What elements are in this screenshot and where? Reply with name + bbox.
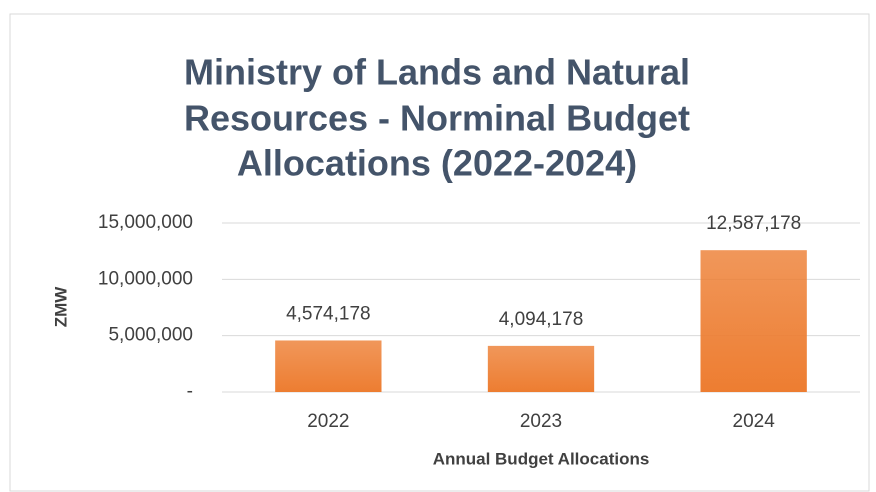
bar xyxy=(487,345,595,392)
chart-title: Allocations (2022-2024) xyxy=(237,143,637,184)
chart-title: Resources - Norminal Budget xyxy=(184,98,690,139)
y-tick-label: 15,000,000 xyxy=(98,212,193,233)
x-tick-label: 2024 xyxy=(733,411,776,432)
bar xyxy=(275,340,382,392)
data-label: 4,574,178 xyxy=(286,303,371,324)
data-label: 12,587,178 xyxy=(706,213,801,234)
y-axis-title: ZMW xyxy=(51,286,70,328)
x-tick-label: 2022 xyxy=(307,411,349,432)
chart-title: Ministry of Lands and Natural xyxy=(184,52,690,93)
data-label: 4,094,178 xyxy=(499,309,584,330)
y-tick-label: 5,000,000 xyxy=(108,325,193,346)
y-tick-label: - xyxy=(187,381,193,402)
bar xyxy=(700,250,807,392)
x-axis-title: Annual Budget Allocations xyxy=(433,449,650,468)
y-tick-label: 10,000,000 xyxy=(98,268,193,289)
x-tick-label: 2023 xyxy=(520,411,562,432)
